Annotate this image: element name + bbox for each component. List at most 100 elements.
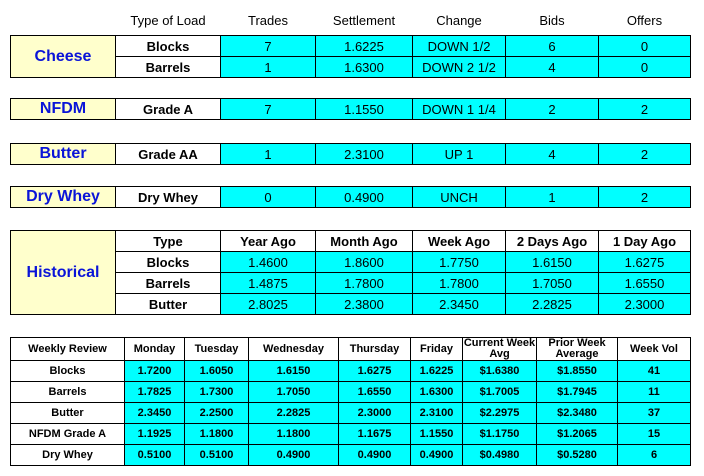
data-cell: 0.4900 (248, 444, 339, 466)
data-cell: 0 (598, 56, 691, 78)
column-header: 2 Days Ago (505, 230, 599, 252)
column-header: Type of Load (130, 12, 206, 28)
product-label: Butter (10, 143, 116, 165)
column-header: 1 Day Ago (598, 230, 691, 252)
data-cell: 2.2825 (505, 293, 599, 315)
column-header: Week Ago (412, 230, 506, 252)
data-cell: 2 (505, 98, 599, 120)
product-label: Cheese (10, 35, 116, 78)
column-header: Thursday (338, 337, 411, 361)
data-cell: $1.6380 (462, 360, 537, 382)
data-cell: 1.6050 (184, 360, 249, 382)
row-label: NFDM Grade A (10, 423, 125, 445)
data-cell: 1.7800 (412, 272, 506, 294)
data-cell: 1.6225 (410, 360, 463, 382)
row-label: Blocks (115, 251, 221, 273)
data-cell: 2 (598, 98, 691, 120)
load-type: Barrels (115, 56, 221, 78)
data-cell: 1.6550 (598, 272, 691, 294)
product-label: Dry Whey (10, 186, 116, 208)
data-cell: 2.2500 (184, 402, 249, 424)
column-header: Monday (124, 337, 185, 361)
data-cell: DOWN 1/2 (412, 35, 506, 57)
data-cell: 2 (598, 186, 691, 208)
data-cell: 7 (220, 35, 316, 57)
data-cell: 1 (220, 143, 316, 165)
data-cell: 2.8025 (220, 293, 316, 315)
data-cell: 0.4900 (338, 444, 411, 466)
data-cell: 4 (505, 143, 599, 165)
column-header: Weekly Review (10, 337, 125, 361)
data-cell: 6 (617, 444, 691, 466)
data-cell: $1.8550 (536, 360, 618, 382)
data-cell: 1.6225 (315, 35, 413, 57)
data-cell: 1.6275 (598, 251, 691, 273)
data-cell: UP 1 (412, 143, 506, 165)
data-cell: 2.3450 (124, 402, 185, 424)
data-cell: $1.1750 (462, 423, 537, 445)
data-cell: 2.3800 (315, 293, 413, 315)
data-cell: 0.5100 (124, 444, 185, 466)
load-type: Grade AA (115, 143, 221, 165)
data-cell: $2.3480 (536, 402, 618, 424)
data-cell: 0.4900 (410, 444, 463, 466)
data-cell: 2.3000 (598, 293, 691, 315)
data-cell: 1.1550 (315, 98, 413, 120)
data-cell: 11 (617, 381, 691, 403)
row-label: Barrels (115, 272, 221, 294)
row-label: Butter (10, 402, 125, 424)
data-cell: 2.3100 (315, 143, 413, 165)
column-header: Offers (626, 12, 663, 28)
data-cell: UNCH (412, 186, 506, 208)
data-cell: DOWN 1 1/4 (412, 98, 506, 120)
row-label: Blocks (10, 360, 125, 382)
product-label: NFDM (10, 98, 116, 120)
data-cell: 4 (505, 56, 599, 78)
column-header: Bids (539, 12, 565, 28)
data-cell: $1.7005 (462, 381, 537, 403)
column-header: Change (436, 12, 482, 28)
load-type: Dry Whey (115, 186, 221, 208)
data-cell: 41 (617, 360, 691, 382)
data-cell: 1.6550 (338, 381, 411, 403)
column-header: Month Ago (315, 230, 413, 252)
column-header: Current Week Avg (462, 337, 537, 361)
data-cell: 2.3100 (410, 402, 463, 424)
data-cell: 1.7200 (124, 360, 185, 382)
column-header: Prior Week Average (536, 337, 618, 361)
data-cell: 1.1675 (338, 423, 411, 445)
data-cell: 2 (598, 143, 691, 165)
data-cell: 1 (505, 186, 599, 208)
data-cell: $2.2975 (462, 402, 537, 424)
data-cell: 1.4875 (220, 272, 316, 294)
data-cell: 1.1925 (124, 423, 185, 445)
data-cell: 1.6150 (248, 360, 339, 382)
load-type: Blocks (115, 35, 221, 57)
column-header: Tuesday (184, 337, 249, 361)
data-cell: $1.2065 (536, 423, 618, 445)
data-cell: 1.1800 (184, 423, 249, 445)
column-header: Type (115, 230, 221, 252)
column-header: Week Vol (617, 337, 691, 361)
data-cell: 2.3450 (412, 293, 506, 315)
data-cell: 1.8600 (315, 251, 413, 273)
historical-label: Historical (10, 230, 116, 315)
data-cell: 1.6300 (315, 56, 413, 78)
column-header: Trades (248, 12, 288, 28)
data-cell: 0 (598, 35, 691, 57)
data-cell: 7 (220, 98, 316, 120)
data-cell: 2.3000 (338, 402, 411, 424)
column-header: Year Ago (220, 230, 316, 252)
data-cell: 1.6275 (338, 360, 411, 382)
data-cell: 1.7825 (124, 381, 185, 403)
data-cell: 1.1800 (248, 423, 339, 445)
data-cell: 0.4900 (315, 186, 413, 208)
data-cell: 37 (617, 402, 691, 424)
data-cell: 1.7050 (248, 381, 339, 403)
data-cell: 0.5100 (184, 444, 249, 466)
row-label: Barrels (10, 381, 125, 403)
data-cell: $1.7945 (536, 381, 618, 403)
load-type: Grade A (115, 98, 221, 120)
data-cell: 1.6300 (410, 381, 463, 403)
